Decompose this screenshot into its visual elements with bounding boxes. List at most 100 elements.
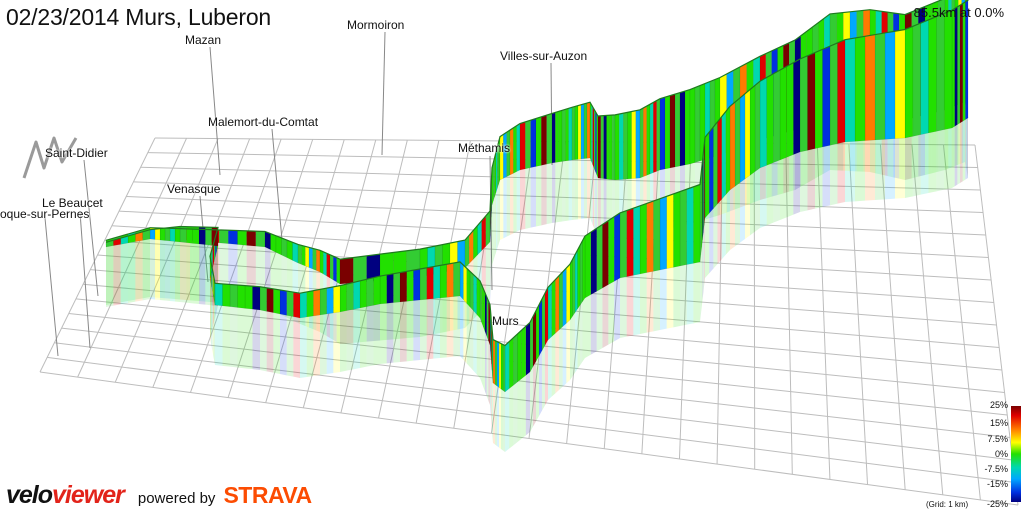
route-wall-segment bbox=[237, 230, 247, 246]
route-wall-segment bbox=[874, 32, 886, 141]
route-shadow-segment bbox=[483, 327, 485, 392]
route-shadow-segment bbox=[245, 308, 253, 370]
route-wall-segment bbox=[613, 212, 621, 282]
route-wall-segment bbox=[611, 114, 616, 181]
route-wall-segment bbox=[492, 339, 496, 385]
route-wall-segment bbox=[854, 36, 866, 142]
route-wall-segment bbox=[541, 114, 547, 166]
route-wall-segment bbox=[894, 29, 906, 139]
route-shadow-segment bbox=[366, 305, 374, 367]
route-wall-segment bbox=[627, 111, 632, 180]
route-shadow-segment bbox=[700, 247, 702, 315]
route-shadow-segment bbox=[780, 157, 787, 220]
route-shadow-segment bbox=[548, 336, 552, 400]
route-wall-segment bbox=[669, 93, 676, 169]
place-pin-line bbox=[271, 128, 283, 241]
route-wall-segment bbox=[237, 284, 246, 309]
route-shadow-segment bbox=[760, 165, 767, 228]
route-shadow-segment bbox=[525, 372, 530, 436]
place-pin-line bbox=[79, 211, 91, 349]
place-label-mormoiron: Mormoiron bbox=[347, 18, 405, 32]
route-shadow-segment bbox=[142, 237, 150, 299]
place-label-murs: Murs bbox=[492, 314, 519, 328]
grid-line bbox=[39, 371, 1019, 506]
route-shadow-segment bbox=[513, 171, 517, 234]
route-shadow-segment bbox=[320, 314, 327, 375]
route-shadow-segment bbox=[128, 239, 136, 301]
route-shadow-segment bbox=[211, 287, 213, 352]
route-shadow-segment bbox=[180, 242, 187, 303]
route-wall-segment bbox=[694, 85, 701, 163]
route-shadow-segment bbox=[210, 278, 211, 343]
route-shadow-segment bbox=[313, 315, 320, 376]
route-shadow-segment bbox=[446, 296, 454, 358]
route-shadow-segment bbox=[530, 166, 536, 228]
route-shadow-segment bbox=[815, 147, 823, 209]
route-wall-segment bbox=[279, 289, 287, 316]
route-shadow-segment bbox=[506, 175, 510, 237]
route-wall-segment bbox=[259, 286, 267, 312]
route-shadow-segment bbox=[885, 138, 895, 200]
route-wall-segment bbox=[584, 231, 592, 299]
route-shadow-segment bbox=[962, 119, 966, 182]
route-shadow-segment bbox=[453, 296, 460, 357]
route-wall-segment bbox=[333, 285, 341, 314]
route-wall-segment bbox=[386, 273, 394, 304]
route-wall-segment bbox=[653, 100, 657, 173]
route-shadow-segment bbox=[491, 364, 492, 431]
route-wall-segment bbox=[500, 343, 504, 391]
route-wall-segment bbox=[561, 109, 566, 162]
route-shadow-segment bbox=[533, 361, 536, 427]
route-wall-segment bbox=[643, 105, 647, 177]
route-shadow-segment bbox=[120, 241, 128, 303]
route-wall-segment bbox=[653, 198, 661, 272]
route-wall-segment bbox=[544, 287, 549, 347]
route-shadow-segment bbox=[928, 131, 937, 193]
route-wall-segment bbox=[270, 233, 277, 253]
route-wall-segment bbox=[502, 344, 506, 393]
route-wall-segment bbox=[255, 230, 266, 248]
route-wall-segment bbox=[275, 235, 282, 256]
route-wall-segment bbox=[779, 66, 787, 161]
route-wall-segment bbox=[535, 304, 540, 363]
route-shadow-segment bbox=[165, 240, 170, 301]
place-label-mazan: Mazan bbox=[185, 33, 222, 47]
route-wall-segment bbox=[222, 283, 231, 307]
route-wall-segment bbox=[399, 271, 407, 303]
route-shadow-segment bbox=[660, 268, 667, 330]
grid-line bbox=[54, 342, 1013, 461]
route-wall-segment bbox=[586, 101, 591, 159]
route-wall-segment bbox=[339, 257, 354, 285]
route-wall-segment bbox=[218, 229, 229, 244]
route-wall-segment bbox=[339, 283, 347, 313]
route-shadow-segment bbox=[786, 154, 794, 218]
route-wall-segment bbox=[943, 9, 953, 130]
route-shadow-segment bbox=[582, 298, 585, 362]
route-shadow-segment bbox=[192, 243, 199, 304]
route-wall-segment bbox=[689, 87, 696, 165]
route-shadow-segment bbox=[653, 270, 660, 332]
route-wall-segment bbox=[546, 113, 553, 165]
route-shadow-segment bbox=[592, 164, 594, 228]
route-shadow-segment bbox=[142, 239, 150, 301]
route-wall-segment bbox=[639, 107, 644, 179]
route-wall-segment bbox=[912, 22, 921, 137]
route-shadow-segment bbox=[300, 317, 307, 378]
route-shadow-segment bbox=[440, 297, 447, 358]
route-wall-segment bbox=[316, 249, 321, 273]
route-shadow-segment bbox=[485, 331, 487, 396]
route-wall-segment bbox=[844, 37, 856, 143]
route-wall-segment bbox=[759, 77, 767, 169]
route-shadow-segment bbox=[581, 158, 584, 219]
route-top-edge bbox=[105, 0, 969, 347]
route-wall-segment bbox=[837, 39, 846, 144]
route-wall-segment bbox=[614, 113, 620, 181]
route-wall-segment bbox=[555, 111, 559, 163]
route-wall-segment bbox=[684, 89, 691, 166]
route-shadow-segment bbox=[680, 264, 687, 326]
route-shadow-segment bbox=[494, 192, 496, 257]
route-wall-segment bbox=[308, 247, 313, 270]
route-wall-segment bbox=[786, 62, 794, 158]
route-wall-segment bbox=[169, 226, 176, 242]
